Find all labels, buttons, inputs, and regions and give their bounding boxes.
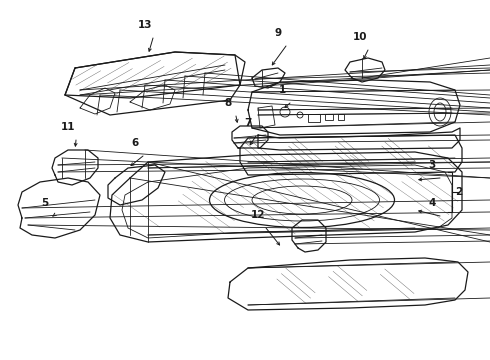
Bar (338, 114, 344, 120)
Text: 13: 13 (138, 20, 152, 30)
Bar (308, 114, 320, 122)
Bar (325, 114, 333, 120)
Text: 7: 7 (245, 118, 252, 128)
Text: 10: 10 (353, 32, 367, 42)
Text: 8: 8 (224, 98, 232, 108)
Text: 1: 1 (278, 85, 286, 95)
Text: 12: 12 (251, 210, 265, 220)
Text: 9: 9 (274, 28, 282, 38)
Text: 3: 3 (428, 160, 436, 170)
Text: 2: 2 (455, 187, 462, 197)
Text: 5: 5 (41, 198, 49, 208)
Text: 6: 6 (131, 138, 139, 148)
Text: 4: 4 (428, 198, 436, 208)
Text: 11: 11 (61, 122, 75, 132)
